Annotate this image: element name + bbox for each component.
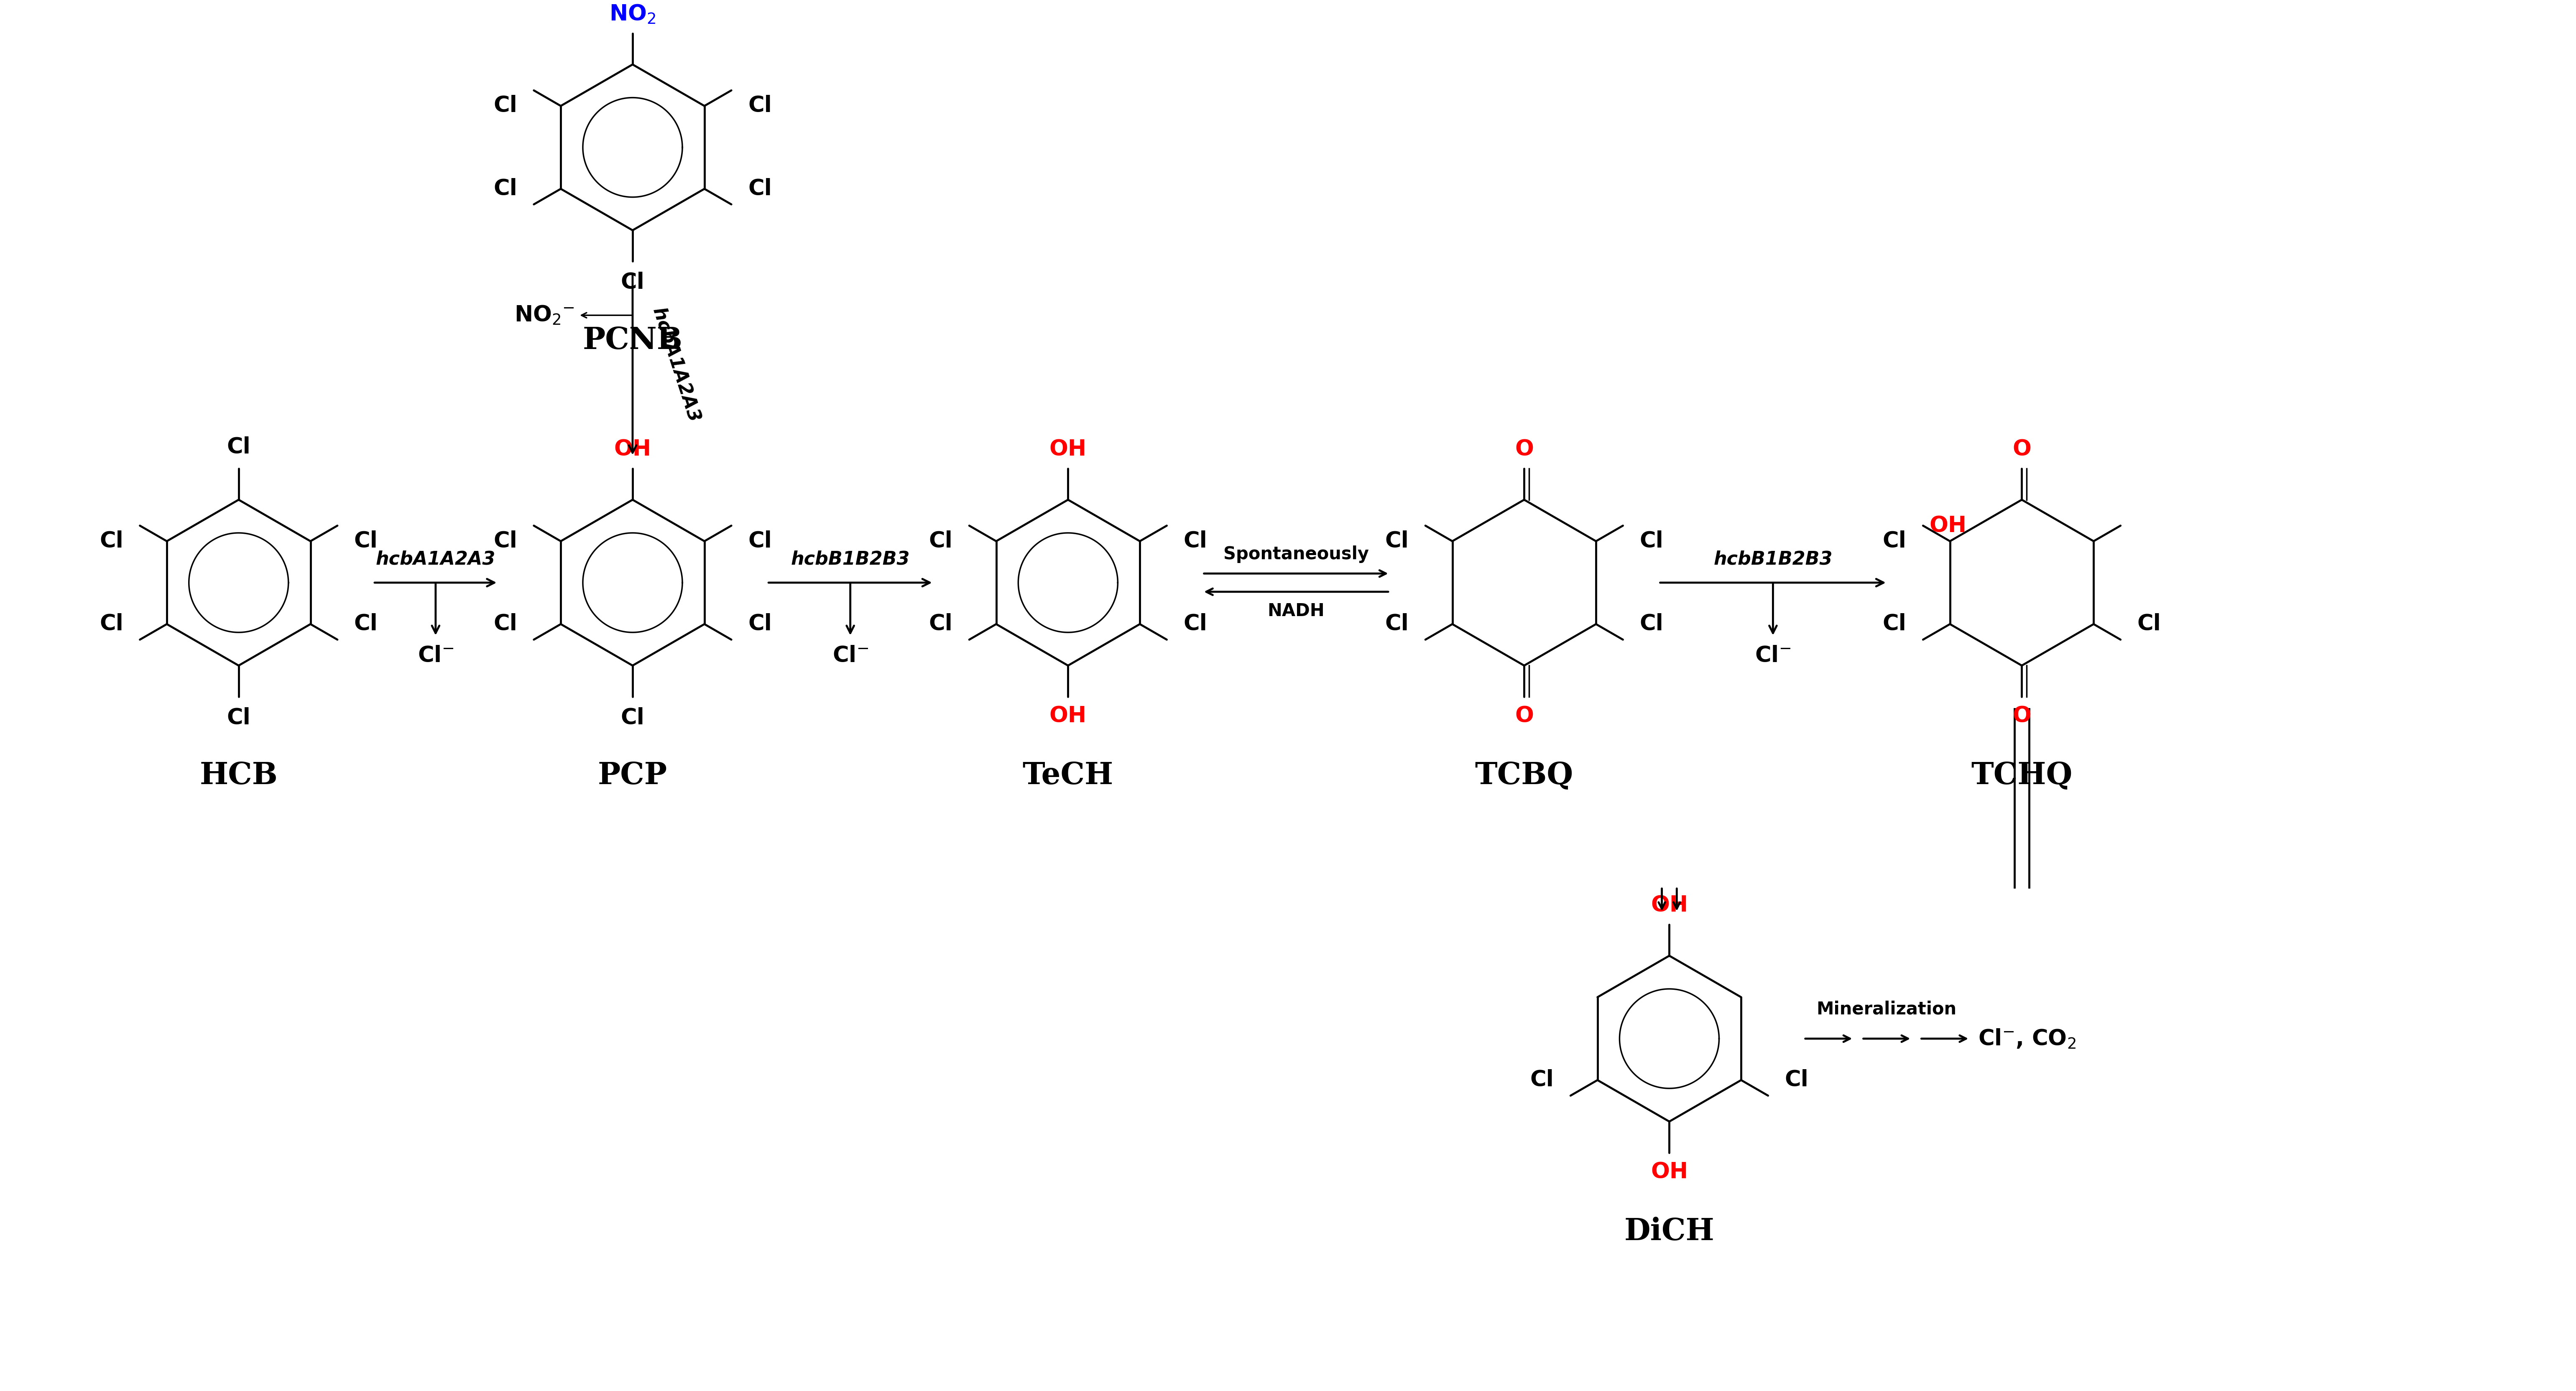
Text: hcbA1A2A3: hcbA1A2A3 [376, 551, 495, 568]
Text: TCHQ: TCHQ [1971, 761, 2074, 790]
Text: Cl: Cl [227, 707, 250, 729]
Text: OH: OH [1929, 515, 1965, 537]
Text: hcbA1A2A3: hcbA1A2A3 [649, 305, 703, 424]
Text: Cl: Cl [100, 530, 124, 552]
Text: Cl: Cl [1785, 1070, 1808, 1091]
Text: Mineralization: Mineralization [1816, 1000, 1958, 1018]
Text: Cl: Cl [1638, 613, 1664, 634]
Text: Cl$^{-}$: Cl$^{-}$ [417, 645, 453, 666]
Text: PCNB: PCNB [582, 325, 683, 355]
Text: Cl: Cl [1386, 530, 1409, 552]
Text: OH: OH [1651, 894, 1687, 917]
Text: Cl: Cl [621, 271, 644, 294]
Text: Cl: Cl [227, 437, 250, 458]
Text: Cl: Cl [621, 707, 644, 729]
Text: hcbB1B2B3: hcbB1B2B3 [791, 551, 909, 568]
Text: Cl: Cl [930, 530, 953, 552]
Text: OH: OH [1651, 1161, 1687, 1182]
Text: Cl: Cl [1883, 530, 1906, 552]
Text: Cl: Cl [747, 530, 773, 552]
Text: Cl: Cl [747, 95, 773, 117]
Text: Cl: Cl [2138, 613, 2161, 634]
Text: Cl: Cl [930, 613, 953, 634]
Text: O: O [2012, 438, 2030, 460]
Text: NO$_2$: NO$_2$ [611, 3, 657, 25]
Text: OH: OH [1048, 705, 1087, 726]
Text: Cl: Cl [495, 530, 518, 552]
Text: Cl: Cl [1182, 613, 1208, 634]
Text: Cl: Cl [353, 530, 379, 552]
Text: Cl: Cl [1530, 1070, 1553, 1091]
Text: Cl$^{-}$: Cl$^{-}$ [832, 645, 868, 666]
Text: NO$_2$$^{-}$: NO$_2$$^{-}$ [515, 305, 574, 327]
Text: OH: OH [613, 438, 652, 460]
Text: NADH: NADH [1267, 602, 1324, 619]
Text: Cl: Cl [495, 178, 518, 200]
Text: TCBQ: TCBQ [1476, 761, 1574, 790]
Text: Cl: Cl [1638, 530, 1664, 552]
Text: HCB: HCB [198, 761, 278, 790]
Text: hcbB1B2B3: hcbB1B2B3 [1713, 551, 1832, 568]
Text: Cl: Cl [100, 613, 124, 634]
Text: OH: OH [1048, 438, 1087, 460]
Text: DiCH: DiCH [1625, 1217, 1716, 1246]
Text: O: O [1515, 705, 1533, 726]
Text: Cl: Cl [495, 95, 518, 117]
Text: O: O [2012, 705, 2030, 726]
Text: Cl: Cl [1386, 613, 1409, 634]
Text: Cl: Cl [495, 613, 518, 634]
Text: Spontaneously: Spontaneously [1224, 545, 1368, 563]
Text: Cl: Cl [353, 613, 379, 634]
Text: Cl: Cl [747, 178, 773, 200]
Text: Cl: Cl [747, 613, 773, 634]
Text: O: O [1515, 438, 1533, 460]
Text: Cl$^{-}$, CO$_2$: Cl$^{-}$, CO$_2$ [1978, 1028, 2076, 1050]
Text: Cl: Cl [1883, 613, 1906, 634]
Text: PCP: PCP [598, 761, 667, 790]
Text: TeCH: TeCH [1023, 761, 1113, 790]
Text: Cl$^{-}$: Cl$^{-}$ [1754, 645, 1790, 666]
Text: Cl: Cl [1182, 530, 1208, 552]
